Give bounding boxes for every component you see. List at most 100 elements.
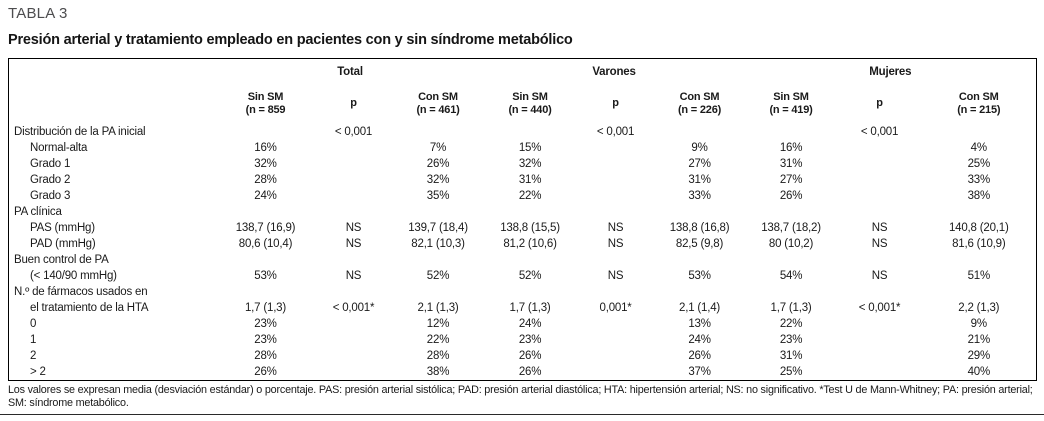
row-label: Grado 3	[30, 189, 71, 202]
data-cell: 21%	[967, 333, 991, 346]
data-cell	[577, 252, 655, 268]
data-cell: 26%	[254, 365, 277, 378]
data-cell: 2,1 (1,4)	[679, 301, 721, 314]
data-cell: 26%	[426, 157, 450, 170]
column-header-mujeres-con-sm: Con SM (n = 215)	[922, 85, 1037, 123]
column-header-line2: (n = 440)	[508, 103, 552, 116]
column-header-line1: Con SM	[418, 90, 458, 103]
data-cell: 37%	[688, 365, 711, 378]
column-header-total-p: p	[315, 85, 393, 123]
data-cell	[838, 284, 922, 300]
data-cell: 2,2 (1,3)	[958, 301, 1000, 314]
table-row: Grado 3 24% 35% 22% 33% 26% 38%	[9, 188, 1037, 204]
data-cell	[577, 316, 655, 332]
data-cell	[745, 123, 838, 140]
column-header-line2: (n = 226)	[677, 103, 722, 116]
column-header-total-con-sm: Con SM (n = 461)	[393, 85, 484, 123]
data-cell	[315, 364, 393, 381]
data-cell: 22%	[779, 317, 803, 330]
row-label: > 2	[30, 365, 46, 378]
data-cell	[315, 316, 393, 332]
data-cell: 80 (10,2)	[768, 237, 814, 250]
data-cell: 139,7 (18,4)	[408, 221, 468, 234]
data-cell	[577, 364, 655, 381]
data-cell: 9%	[970, 317, 987, 330]
data-cell: 33%	[688, 189, 711, 202]
data-cell: 33%	[967, 173, 991, 186]
data-cell: 52%	[426, 269, 450, 282]
column-header-line1: Sin SM	[512, 90, 548, 103]
column-header-line2: (n = 461)	[416, 103, 460, 116]
data-cell	[838, 316, 922, 332]
row-label: 0	[30, 317, 37, 330]
data-cell	[655, 252, 745, 268]
row-label: Distribución de la PA inicial	[14, 125, 146, 138]
data-cell	[745, 284, 838, 300]
data-cell	[922, 123, 1037, 140]
data-cell	[217, 284, 315, 300]
data-cell: 12%	[426, 317, 450, 330]
data-cell	[577, 156, 655, 172]
data-cell	[393, 123, 484, 140]
table-row: 0 23% 12% 24% 13% 22% 9%	[9, 316, 1037, 332]
data-cell: 138,7 (18,2)	[761, 221, 821, 234]
column-header-varones-p: p	[577, 85, 655, 123]
column-header-line1: Con SM	[679, 90, 720, 103]
data-cell	[838, 188, 922, 204]
data-cell: 22%	[426, 333, 450, 346]
data-cell: 140,8 (20,1)	[948, 221, 1009, 234]
data-cell: 54%	[779, 269, 803, 282]
group-header-mujeres: Mujeres	[869, 65, 912, 78]
data-cell: 51%	[967, 269, 991, 282]
data-cell: 29%	[967, 349, 991, 362]
bottom-divider	[0, 414, 1044, 415]
table-row: PA clínica	[9, 204, 1037, 220]
data-cell: 13%	[688, 317, 711, 330]
data-cell: 26%	[779, 189, 803, 202]
data-cell: 31%	[779, 349, 803, 362]
data-cell	[745, 204, 838, 220]
data-cell: 2,1 (1,3)	[417, 301, 459, 314]
data-cell: NS	[607, 237, 624, 250]
table-row: > 2 26% 38% 26% 37% 25% 40%	[9, 364, 1037, 381]
data-cell: 28%	[254, 173, 277, 186]
data-cell	[745, 252, 838, 268]
data-cell: NS	[607, 221, 624, 234]
data-cell	[838, 140, 922, 156]
table-row: Normal-alta 16% 7% 15% 9% 16% 4%	[9, 140, 1037, 156]
data-cell: 38%	[426, 365, 450, 378]
data-cell: 9%	[691, 141, 708, 154]
data-cell: NS	[345, 269, 362, 282]
data-cell	[922, 204, 1037, 220]
data-cell	[838, 332, 922, 348]
data-cell: 26%	[518, 349, 542, 362]
group-header-total: Total	[337, 65, 363, 78]
data-cell	[577, 284, 655, 300]
data-cell: 24%	[688, 333, 711, 346]
data-cell	[655, 284, 745, 300]
data-cell: 81,6 (10,9)	[952, 237, 1006, 250]
data-cell: 23%	[518, 333, 542, 346]
data-cell	[577, 188, 655, 204]
data-cell: 1,7 (1,3)	[244, 301, 287, 314]
data-cell: 23%	[254, 333, 277, 346]
table-row: Grado 1 32% 26% 32% 27% 31% 25%	[9, 156, 1037, 172]
data-cell	[838, 204, 922, 220]
data-cell: < 0,001	[334, 125, 373, 138]
data-cell: NS	[345, 221, 362, 234]
table-row: Grado 2 28% 32% 31% 31% 27% 33%	[9, 172, 1037, 188]
row-label: N.º de fármacos usados en	[14, 285, 148, 298]
data-cell	[577, 172, 655, 188]
column-header-line1: p	[876, 97, 883, 109]
column-header-mujeres-sin-sm: Sin SM (n = 419)	[745, 85, 838, 123]
data-cell: 22%	[518, 189, 542, 202]
data-cell: 35%	[426, 189, 450, 202]
data-cell: 0,001*	[599, 301, 632, 314]
data-cell: 80,6 (10,4)	[238, 237, 293, 250]
data-cell	[315, 332, 393, 348]
row-label: Grado 1	[30, 157, 71, 170]
data-cell	[315, 156, 393, 172]
data-cell: 32%	[254, 157, 277, 170]
data-cell	[315, 172, 393, 188]
data-cell	[315, 284, 393, 300]
